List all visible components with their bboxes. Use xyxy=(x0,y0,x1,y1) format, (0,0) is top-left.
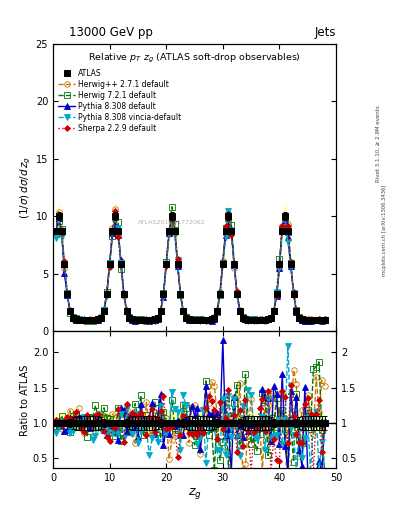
Text: Rivet 3.1.10, ≥ 2.9M events: Rivet 3.1.10, ≥ 2.9M events xyxy=(376,105,380,182)
Text: Relative $p_T$ $z_g$ (ATLAS soft-drop observables): Relative $p_T$ $z_g$ (ATLAS soft-drop ob… xyxy=(88,52,301,65)
Legend: ATLAS, Herwig++ 2.7.1 default, Herwig 7.2.1 default, Pythia 8.308 default, Pythi: ATLAS, Herwig++ 2.7.1 default, Herwig 7.… xyxy=(57,68,183,134)
Text: 13000 GeV pp: 13000 GeV pp xyxy=(69,26,152,39)
Text: mcplots.cern.ch [arXiv:1306.3436]: mcplots.cern.ch [arXiv:1306.3436] xyxy=(382,185,387,276)
Text: ATLAS2019_I1772062: ATLAS2019_I1772062 xyxy=(138,219,206,225)
Y-axis label: Ratio to ATLAS: Ratio to ATLAS xyxy=(20,364,30,436)
Y-axis label: $(1/\sigma)\,d\sigma/d\,z_g$: $(1/\sigma)\,d\sigma/d\,z_g$ xyxy=(18,156,33,219)
Text: Jets: Jets xyxy=(314,26,336,39)
X-axis label: $z_g$: $z_g$ xyxy=(187,486,202,501)
